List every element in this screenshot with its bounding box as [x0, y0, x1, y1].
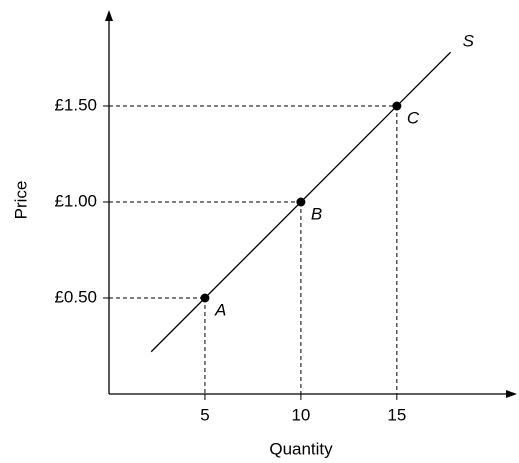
point: [392, 101, 402, 111]
point: [296, 197, 306, 207]
y-tick-label: £1.00: [54, 191, 97, 210]
x-tick-label: 10: [291, 405, 310, 424]
y-tick-label: £0.50: [54, 287, 97, 306]
x-axis-label: Quantity: [269, 439, 333, 458]
x-axis-arrow: [506, 390, 517, 398]
y-axis-arrow: [105, 10, 113, 21]
point: [200, 293, 210, 303]
y-tick-label: £1.50: [54, 95, 97, 114]
point-label: B: [311, 204, 322, 223]
x-tick-label: 15: [387, 405, 406, 424]
x-tick-label: 5: [200, 405, 209, 424]
point-label: C: [407, 108, 420, 127]
point-label: A: [214, 300, 226, 319]
y-axis-label: Price: [11, 181, 30, 220]
series-label: S: [463, 32, 475, 51]
